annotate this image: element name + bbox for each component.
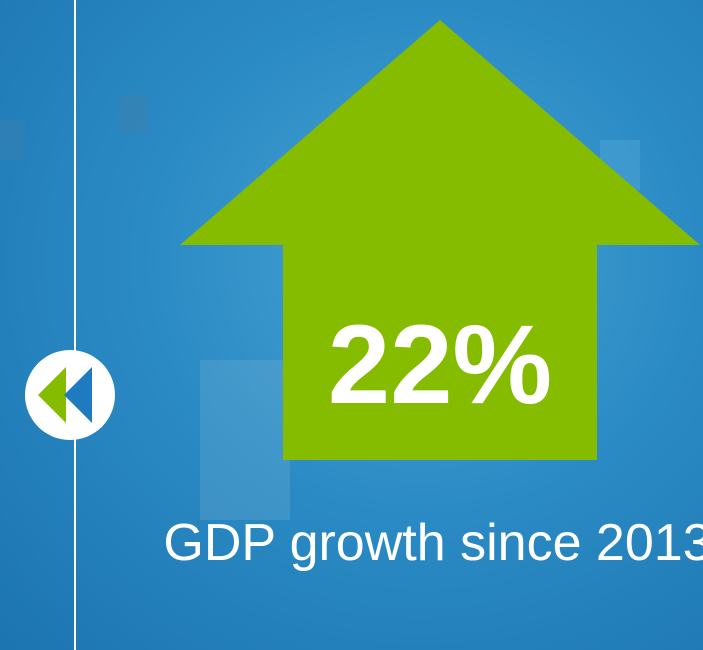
bg-note [120, 95, 148, 133]
up-arrow [180, 20, 700, 460]
stat-caption: GDP growth since 2013 [163, 514, 703, 572]
bg-note [0, 120, 25, 160]
bg-figure [200, 360, 290, 520]
chevron-green [38, 367, 66, 423]
back-button[interactable] [25, 350, 115, 440]
stat-value: 22% [327, 302, 553, 427]
chevron-blue [64, 367, 92, 423]
